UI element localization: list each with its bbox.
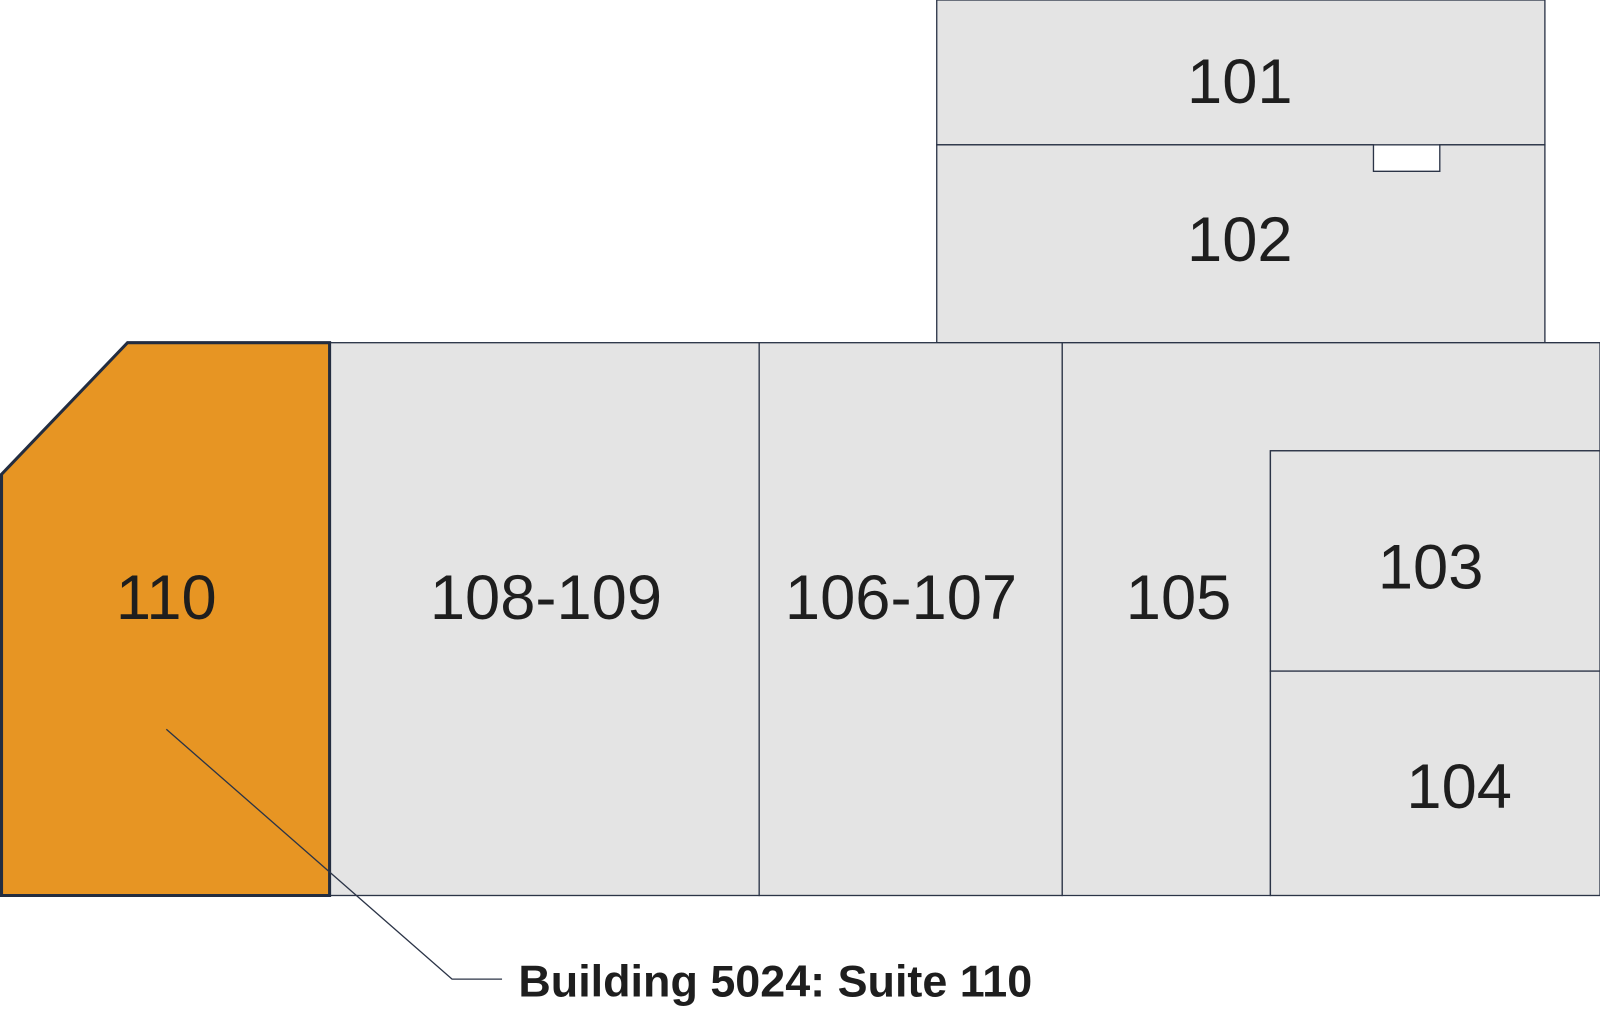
suite-110-selected[interactable]: 110 xyxy=(0,341,332,898)
suite-103[interactable]: 103 xyxy=(1269,450,1600,672)
suite-102-label: 102 xyxy=(1187,205,1293,275)
callout-label: Building 5024: Suite 110 xyxy=(518,955,1032,1006)
suite-106-107-label: 106-107 xyxy=(785,563,1017,633)
suite-101[interactable]: 101 xyxy=(936,0,1546,146)
suite-110-label: 110 xyxy=(116,563,217,633)
suite-105-label: 105 xyxy=(1126,563,1232,633)
suite-104[interactable]: 104 xyxy=(1269,670,1600,897)
suite-103-label: 103 xyxy=(1378,533,1484,603)
suite-106-107[interactable]: 106-107 xyxy=(758,342,1063,897)
suite-101-label: 101 xyxy=(1187,47,1293,117)
suite-108-109-label: 108-109 xyxy=(430,563,662,633)
callout-leader-line xyxy=(165,728,503,980)
suite-108-109[interactable]: 108-109 xyxy=(328,342,760,897)
suite-102[interactable]: 102 xyxy=(936,144,1546,344)
suite-104-label: 104 xyxy=(1406,752,1512,822)
